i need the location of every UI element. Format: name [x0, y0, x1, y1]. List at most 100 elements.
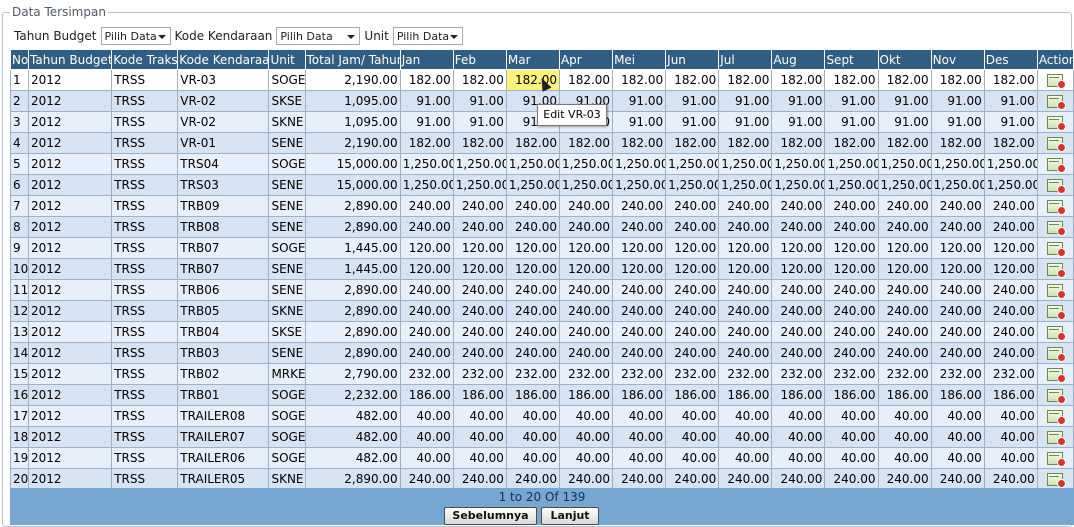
table-cell[interactable]: 240.00: [824, 195, 879, 217]
table-cell[interactable]: 91.00: [612, 90, 667, 112]
column-header[interactable]: Feb: [452, 49, 507, 70]
table-cell[interactable]: 1,250.00: [930, 153, 985, 175]
tahun-budget-select[interactable]: Pilih Data: [100, 27, 171, 45]
table-cell[interactable]: 40.00: [399, 405, 454, 427]
table-cell[interactable]: 240.00: [505, 342, 560, 364]
table-cell[interactable]: 40.00: [718, 405, 773, 427]
table-cell[interactable]: 240.00: [877, 195, 932, 217]
table-cell[interactable]: 232.00: [399, 363, 454, 385]
table-cell[interactable]: 91.00: [930, 111, 985, 133]
table-cell[interactable]: 40.00: [718, 447, 773, 469]
table-row[interactable]: 6 2012 TRSS TRS03 SENE 15,000.00 1,250.00 1,250…: [9, 174, 1074, 196]
table-cell[interactable]: 1,250.00: [665, 153, 720, 175]
table-row[interactable]: 7 2012 TRSS TRB09 SENE 2,890.00 240.00 240.00 24…: [9, 195, 1074, 217]
table-cell[interactable]: 182.00: [399, 69, 454, 91]
table-cell[interactable]: 240.00: [452, 195, 507, 217]
table-cell[interactable]: 240.00: [930, 342, 985, 364]
table-cell[interactable]: 120.00: [771, 237, 826, 259]
table-cell[interactable]: 240.00: [877, 342, 932, 364]
column-header[interactable]: Action: [1036, 49, 1074, 70]
table-cell[interactable]: 40.00: [505, 426, 560, 448]
table-cell[interactable]: 91.00: [612, 111, 667, 133]
table-cell[interactable]: 1,250.00: [558, 153, 614, 175]
table-cell[interactable]: 240.00: [771, 216, 826, 238]
table-cell[interactable]: 40.00: [930, 405, 985, 427]
column-header[interactable]: Kode Traksi: [111, 49, 179, 70]
table-cell[interactable]: 91.00: [877, 111, 932, 133]
unit-select[interactable]: Pilih Data: [392, 27, 463, 45]
table-row[interactable]: 10 2012 TRSS TRB07 SENE 1,445.00 120.00 120.00 1…: [9, 258, 1074, 280]
table-cell[interactable]: 240.00: [452, 468, 507, 490]
table-cell[interactable]: 1,250.00: [877, 153, 932, 175]
previous-button[interactable]: Sebelumnya: [444, 507, 537, 525]
table-cell[interactable]: 120.00: [930, 237, 985, 259]
edit-icon[interactable]: [1047, 325, 1067, 341]
edit-icon[interactable]: [1047, 346, 1067, 362]
table-cell[interactable]: 91.00: [983, 111, 1038, 133]
table-cell[interactable]: 240.00: [983, 468, 1038, 490]
table-cell[interactable]: 91.00: [771, 111, 826, 133]
kode-kendaraan-select[interactable]: Pilih Data: [276, 27, 361, 45]
column-header[interactable]: Aug: [771, 49, 826, 70]
table-cell[interactable]: 240.00: [399, 279, 454, 301]
table-row[interactable]: 18 2012 TRSS TRAILER07 SOGE 482.00 40.00 40.00 4…: [9, 426, 1074, 448]
table-cell[interactable]: 240.00: [824, 279, 879, 301]
table-cell[interactable]: 240.00: [930, 300, 985, 322]
table-cell[interactable]: 186.00: [505, 384, 560, 406]
table-cell[interactable]: 120.00: [505, 237, 560, 259]
table-cell[interactable]: 240.00: [665, 216, 720, 238]
table-cell[interactable]: 240.00: [558, 216, 614, 238]
table-cell[interactable]: 40.00: [877, 447, 932, 469]
table-cell[interactable]: 240.00: [505, 468, 560, 490]
table-cell[interactable]: 182.00: [771, 69, 826, 91]
table-cell[interactable]: 40.00: [452, 405, 507, 427]
table-cell[interactable]: 182.00: [452, 132, 507, 154]
edit-icon[interactable]: [1047, 472, 1067, 488]
table-cell[interactable]: 91.00: [399, 111, 454, 133]
table-cell[interactable]: 120.00: [399, 258, 454, 280]
column-header[interactable]: Total Jam/ Tahun: [304, 49, 401, 70]
column-header[interactable]: Des: [983, 49, 1038, 70]
table-cell[interactable]: 120.00: [665, 237, 720, 259]
table-row[interactable]: 12 2012 TRSS TRB05 SKNE 2,890.00 240.00 240.00 2…: [9, 300, 1074, 322]
table-cell[interactable]: 120.00: [452, 237, 507, 259]
table-cell[interactable]: 240.00: [558, 468, 614, 490]
table-cell[interactable]: 1,250.00: [505, 174, 560, 196]
edit-icon[interactable]: [1047, 388, 1067, 404]
table-cell[interactable]: 186.00: [983, 384, 1038, 406]
table-cell[interactable]: 120.00: [983, 237, 1038, 259]
table-cell[interactable]: 232.00: [983, 363, 1038, 385]
table-cell[interactable]: 40.00: [452, 426, 507, 448]
table-cell[interactable]: 240.00: [505, 300, 560, 322]
table-cell[interactable]: 1,250.00: [452, 174, 507, 196]
table-cell[interactable]: 240.00: [877, 300, 932, 322]
table-cell[interactable]: 240.00: [718, 468, 773, 490]
table-cell[interactable]: 240.00: [983, 216, 1038, 238]
table-cell[interactable]: 240.00: [877, 216, 932, 238]
edit-icon[interactable]: [1047, 115, 1067, 131]
table-cell[interactable]: 120.00: [824, 258, 879, 280]
table-cell[interactable]: 40.00: [930, 426, 985, 448]
table-cell[interactable]: 240.00: [718, 195, 773, 217]
table-cell[interactable]: 240.00: [558, 195, 614, 217]
table-cell[interactable]: 1,250.00: [930, 174, 985, 196]
table-cell[interactable]: 182.00: [558, 132, 614, 154]
table-cell[interactable]: 240.00: [665, 321, 720, 343]
edit-icon[interactable]: [1047, 367, 1067, 383]
edit-icon[interactable]: [1047, 430, 1067, 446]
table-row[interactable]: 2 2012 TRSS VR-02 SKSE 1,095.00 91.00 91.00 91.0…: [9, 90, 1074, 112]
table-row[interactable]: 5 2012 TRSS TRS04 SOGE 15,000.00 1,250.00 1,250…: [9, 153, 1074, 175]
table-cell[interactable]: 40.00: [824, 426, 879, 448]
table-cell[interactable]: 40.00: [399, 426, 454, 448]
table-cell[interactable]: 186.00: [718, 384, 773, 406]
table-cell[interactable]: 1,250.00: [824, 153, 879, 175]
column-header[interactable]: Kode Kendaraan: [177, 49, 270, 70]
table-cell[interactable]: 1,250.00: [983, 153, 1038, 175]
table-row[interactable]: 14 2012 TRSS TRB03 SENE 2,890.00 240.00 240.00 2…: [9, 342, 1074, 364]
table-cell[interactable]: 186.00: [399, 384, 454, 406]
table-cell[interactable]: 40.00: [505, 447, 560, 469]
table-cell[interactable]: 120.00: [452, 258, 507, 280]
table-cell[interactable]: 240.00: [930, 321, 985, 343]
table-cell[interactable]: 240.00: [824, 342, 879, 364]
table-cell[interactable]: 240.00: [558, 321, 614, 343]
